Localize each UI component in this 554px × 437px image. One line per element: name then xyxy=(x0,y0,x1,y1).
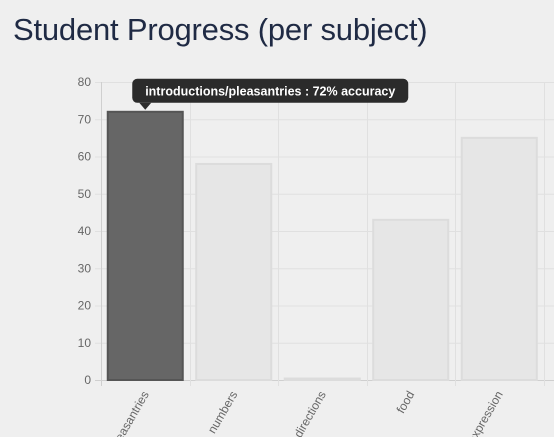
bars-layer xyxy=(106,110,538,382)
x-axis-ticks: pleasantries numbers directions food express… xyxy=(107,389,505,437)
y-tick-label: 70 xyxy=(78,112,92,126)
y-tick-label: 20 xyxy=(78,299,92,313)
page-title: Student Progress (per subject) xyxy=(13,12,428,47)
x-tick-label: food xyxy=(394,389,418,416)
x-tick-label: directions xyxy=(291,389,329,437)
tooltip-arrow xyxy=(139,102,152,110)
chart-tooltip: introductions/pleasantries : 72% accurac… xyxy=(132,78,409,110)
bar-food[interactable] xyxy=(372,218,450,381)
bar-directions[interactable] xyxy=(283,377,361,381)
y-tick-label: 80 xyxy=(78,75,92,89)
y-tick-label: 60 xyxy=(78,150,92,164)
x-tick-label: numbers xyxy=(205,389,240,436)
tooltip-background xyxy=(132,78,409,103)
tooltip-text: introductions/pleasantries : 72% accurac… xyxy=(145,84,395,98)
y-tick-label: 50 xyxy=(78,187,92,201)
y-tick-label: 40 xyxy=(78,224,92,238)
x-tick-label: expression xyxy=(465,389,506,437)
x-tick-label: pleasantries xyxy=(107,389,151,437)
bar-numbers[interactable] xyxy=(195,162,273,381)
y-tick-label: 30 xyxy=(78,261,92,275)
y-tick-label: 10 xyxy=(78,336,92,350)
bar-pleasantries[interactable] xyxy=(106,110,184,382)
y-tick-label: 0 xyxy=(84,373,91,387)
y-axis-ticks: 0 10 20 30 40 50 60 70 80 xyxy=(78,75,92,387)
bar-expression[interactable] xyxy=(460,136,538,381)
